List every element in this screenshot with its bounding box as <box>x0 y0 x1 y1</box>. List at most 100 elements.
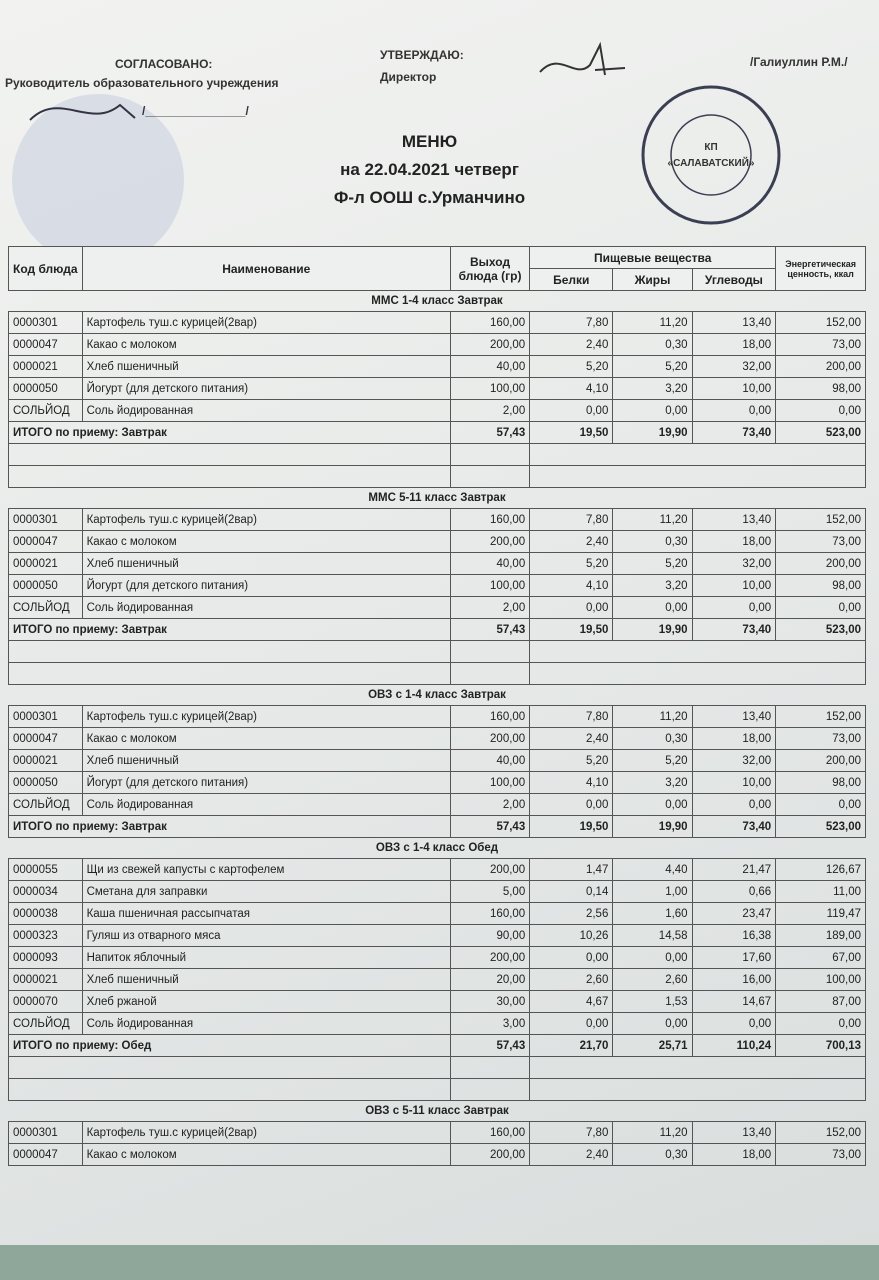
blank-cell <box>529 443 866 466</box>
blank-row <box>8 443 866 466</box>
energy: 73,00 <box>775 1143 866 1166</box>
date: на 22.04.2021 четверг <box>340 160 519 179</box>
menu-row: СОЛЬЙОД Соль йодированная 2,00 0,00 0,00 0,00… <box>8 793 866 816</box>
dish-name: Хлеб пшеничный <box>81 968 451 991</box>
carbs: 23,47 <box>691 902 777 925</box>
section-title: ММС 5-11 класс Завтрак <box>8 487 866 509</box>
dish-name: Хлеб пшеничный <box>81 355 451 378</box>
blank-row <box>8 1078 866 1101</box>
total-row: ИТОГО по приему: Завтрак 57,43 19,50 19,90 7… <box>8 815 866 838</box>
protein: 4,10 <box>529 377 614 400</box>
carbs: 16,38 <box>691 924 777 947</box>
dish-name: Какао с молоком <box>81 333 451 356</box>
stamp-right <box>641 85 781 225</box>
weight: 40,00 <box>449 355 531 378</box>
energy: 98,00 <box>775 574 866 597</box>
fat: 5,20 <box>612 355 693 378</box>
blank-cell <box>529 1056 866 1079</box>
energy: 73,00 <box>775 530 866 553</box>
confirm-label: УТВЕРЖДАЮ: <box>380 48 464 62</box>
total-value: 523,00 <box>775 815 866 838</box>
fat: 0,30 <box>612 333 693 356</box>
energy: 0,00 <box>775 399 866 422</box>
blank-cell <box>449 640 531 663</box>
energy: 152,00 <box>775 311 866 334</box>
menu-row: 0000050 Йогурт (для детского питания) 100,… <box>8 771 866 794</box>
menu-row: 0000038 Каша пшеничная рассыпчатая 160,00 2… <box>8 902 866 925</box>
protein: 10,26 <box>529 924 614 947</box>
energy: 152,00 <box>775 508 866 531</box>
signature <box>539 41 626 76</box>
dish-code: 0000301 <box>8 705 83 728</box>
weight: 200,00 <box>449 946 531 969</box>
fat: 0,00 <box>612 793 693 816</box>
dish-name: Сметана для заправки <box>81 880 451 903</box>
weight: 3,00 <box>449 1012 531 1035</box>
total-label: ИТОГО по приему: Завтрак <box>8 815 451 838</box>
carbs: 13,40 <box>691 508 777 531</box>
weight: 40,00 <box>449 749 531 772</box>
blank-cell <box>8 640 451 663</box>
dish-code: 0000021 <box>8 968 83 991</box>
energy: 152,00 <box>775 705 866 728</box>
weight: 200,00 <box>449 858 531 881</box>
carbs: 18,00 <box>691 333 777 356</box>
dish-name: Какао с молоком <box>81 727 451 750</box>
fat: 0,00 <box>612 1012 693 1035</box>
menu-row: 0000047 Какао с молоком 200,00 2,40 0,30 18,0… <box>8 1143 866 1166</box>
total-row: ИТОГО по приему: Завтрак 57,43 19,50 19,90 7… <box>8 421 866 444</box>
menu-row: 0000021 Хлеб пшеничный 40,00 5,20 5,20 32,00 2… <box>8 552 866 575</box>
energy: 98,00 <box>775 377 866 400</box>
carbs: 13,40 <box>691 311 777 334</box>
blank-cell <box>8 443 451 466</box>
blank-cell <box>449 443 531 466</box>
carbs: 10,00 <box>691 771 777 794</box>
carbs: 17,60 <box>691 946 777 969</box>
energy: 189,00 <box>775 924 866 947</box>
energy: 152,00 <box>775 1121 866 1144</box>
energy: 100,00 <box>775 968 866 991</box>
approved-role: Руководитель образовательного учреждения <box>5 76 279 90</box>
carbs: 10,00 <box>691 574 777 597</box>
fat: 11,20 <box>612 1121 693 1144</box>
col-header: Наименование <box>81 246 451 291</box>
dish-code: 0000047 <box>8 1143 83 1166</box>
total-value: 19,50 <box>529 618 614 641</box>
protein: 5,20 <box>529 749 614 772</box>
menu-row: 0000301 Картофель туш.с курицей(2вар) 160,… <box>8 508 866 531</box>
confirm-role: Директор <box>380 70 437 84</box>
menu-row: 0000047 Какао с молоком 200,00 2,40 0,30 18,0… <box>8 333 866 356</box>
total-value: 19,50 <box>529 815 614 838</box>
total-label: ИТОГО по приему: Завтрак <box>8 421 451 444</box>
total-value: 21,70 <box>529 1034 614 1057</box>
carbs: 16,00 <box>691 968 777 991</box>
protein: 2,40 <box>529 1143 614 1166</box>
dish-name: Йогурт (для детского питания) <box>81 574 451 597</box>
carbs: 32,00 <box>691 749 777 772</box>
weight: 200,00 <box>449 727 531 750</box>
total-row: ИТОГО по приему: Обед 57,43 21,70 25,71 110,… <box>8 1034 866 1057</box>
section-row: ОВЗ с 5-11 класс Завтрак <box>8 1100 866 1122</box>
dish-name: Картофель туш.с курицей(2вар) <box>81 508 451 531</box>
energy: 0,00 <box>775 596 866 619</box>
menu-row: 0000021 Хлеб пшеничный 40,00 5,20 5,20 32,00 2… <box>8 355 866 378</box>
dish-code: 0000301 <box>8 1121 83 1144</box>
approved-label: СОГЛАСОВАНО: <box>115 57 213 71</box>
dish-code: 0000050 <box>8 574 83 597</box>
weight: 20,00 <box>449 968 531 991</box>
dish-name: Напиток яблочный <box>81 946 451 969</box>
decor: КП «САЛАВАТСКИЙ» <box>12 41 781 246</box>
weight: 200,00 <box>449 1143 531 1166</box>
carbs: 18,00 <box>691 727 777 750</box>
dish-name: Какао с молоком <box>81 530 451 553</box>
total-value: 57,43 <box>449 815 531 838</box>
energy: 200,00 <box>775 355 866 378</box>
section-title: ММС 1-4 класс Завтрак <box>8 290 866 312</box>
table-body: ММС 1-4 класс Завтрак 0000301 Картофель ту… <box>8 290 866 1166</box>
protein: 5,20 <box>529 552 614 575</box>
total-value: 523,00 <box>775 618 866 641</box>
total-value: 19,90 <box>612 618 693 641</box>
total-value: 73,40 <box>691 618 777 641</box>
fat: 3,20 <box>612 377 693 400</box>
menu-row: 0000093 Напиток яблочный 200,00 0,00 0,00 17,… <box>8 946 866 969</box>
